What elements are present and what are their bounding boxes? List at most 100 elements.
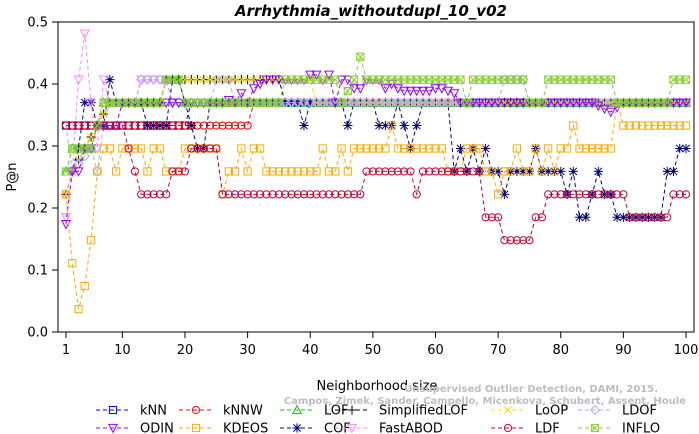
data-point [224, 167, 233, 176]
data-point [187, 75, 196, 84]
data-point [430, 84, 441, 94]
data-point [455, 98, 466, 109]
data-point [387, 167, 396, 176]
series-line-simplifiedlof [65, 79, 686, 195]
data-point [330, 98, 341, 109]
data-point [155, 98, 165, 107]
data-point [262, 190, 271, 199]
legend-item-ldf: LDF [491, 422, 560, 434]
legend-label: LOF [324, 404, 349, 419]
data-point [93, 121, 102, 130]
data-point [155, 144, 165, 153]
data-point [318, 144, 327, 153]
data-point [173, 98, 184, 109]
data-point [130, 121, 139, 130]
data-point [212, 144, 221, 153]
data-point [669, 190, 678, 199]
legend-item-fastabod: FastABOD [335, 422, 443, 434]
data-point [236, 89, 247, 99]
data-point [343, 167, 352, 176]
data-point [362, 167, 371, 176]
data-point [631, 121, 640, 130]
data-point [99, 121, 108, 130]
data-point [174, 75, 183, 84]
data-point [149, 190, 158, 199]
data-point [105, 144, 114, 153]
data-point [475, 144, 484, 153]
data-point [299, 167, 309, 176]
data-point [625, 212, 635, 222]
data-point [606, 144, 615, 153]
data-point [249, 190, 258, 199]
data-point [619, 121, 628, 130]
y-axis: 0.0 0.1 0.2 0.3 0.4 0.5 [27, 16, 58, 341]
data-point [637, 212, 647, 222]
data-point [650, 121, 659, 130]
data-point [680, 98, 692, 109]
legend-item-loop: LoOP [491, 404, 568, 419]
data-point [86, 98, 97, 109]
data-point [425, 167, 434, 176]
data-point [681, 190, 691, 199]
data-point [243, 167, 252, 176]
data-point [455, 143, 466, 154]
data-point [342, 75, 353, 86]
data-point [281, 190, 290, 199]
data-point [625, 121, 634, 130]
data-point [581, 190, 590, 199]
data-point [568, 98, 579, 109]
data-point [587, 190, 597, 199]
data-point [456, 167, 465, 176]
data-point [149, 120, 159, 131]
data-point [412, 190, 421, 199]
x-tick-label: 50 [365, 343, 382, 358]
legend-marker [291, 404, 303, 415]
data-point [500, 167, 509, 176]
data-point [206, 75, 214, 84]
data-point [656, 121, 666, 130]
data-point [486, 98, 497, 109]
data-point [468, 167, 478, 176]
data-point [287, 190, 296, 199]
data-point [581, 212, 591, 222]
data-point [575, 190, 584, 199]
data-point [161, 98, 172, 109]
data-point [60, 220, 72, 230]
data-point [674, 98, 685, 109]
data-point [324, 167, 334, 176]
data-point [594, 190, 603, 199]
data-point [155, 120, 165, 131]
data-point [86, 236, 96, 245]
y-tick-label: 0.3 [27, 140, 48, 155]
data-point [105, 121, 114, 130]
legend-item-lof: LOF [280, 404, 349, 419]
data-point [243, 75, 252, 84]
legend-label: kNN [140, 404, 167, 419]
data-point [512, 236, 522, 245]
data-point [368, 144, 377, 153]
data-point [68, 259, 77, 268]
data-point [99, 144, 108, 153]
legend-label: LDF [535, 422, 560, 434]
data-point [61, 190, 71, 199]
data-point [230, 190, 240, 199]
legend-label: SimplifiedLOF [379, 404, 468, 419]
data-point [186, 120, 196, 131]
chart-title: Arrhythmia_withoutdupl_10_v02 [234, 2, 507, 20]
data-point [580, 98, 591, 109]
data-point [675, 121, 684, 130]
data-point [650, 213, 659, 222]
legend-label: ODIN [140, 422, 174, 434]
data-point [431, 167, 440, 176]
data-point [638, 121, 647, 130]
data-point [393, 167, 403, 176]
data-point [262, 167, 271, 176]
data-point [505, 98, 516, 109]
data-point [212, 121, 221, 130]
data-point [481, 213, 490, 222]
x-tick-label: 10 [114, 343, 131, 358]
data-point [255, 79, 266, 90]
data-point [231, 75, 240, 84]
data-point [631, 212, 641, 222]
data-point [193, 144, 202, 153]
